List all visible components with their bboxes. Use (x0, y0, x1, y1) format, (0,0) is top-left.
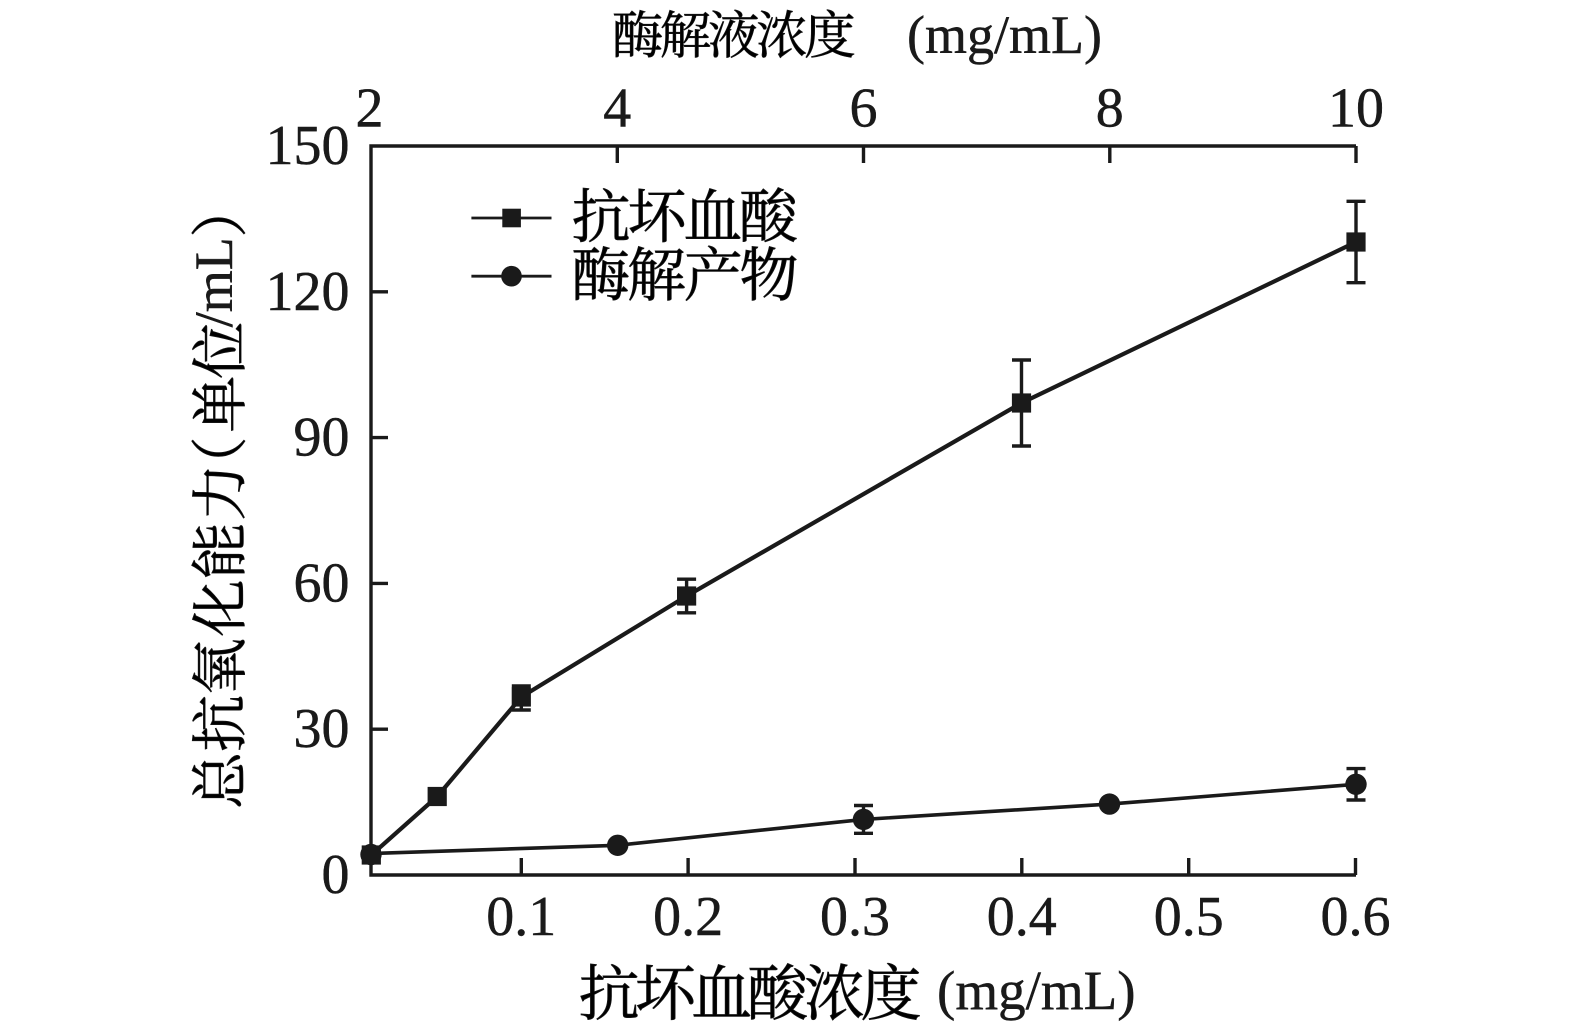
svg-text:(mg/mL): (mg/mL) (907, 5, 1102, 65)
svg-text:120: 120 (266, 261, 350, 323)
svg-text:0.3: 0.3 (820, 886, 890, 948)
svg-text:30: 30 (294, 698, 350, 760)
svg-text:0.2: 0.2 (653, 886, 723, 948)
svg-text:/mL: /mL (184, 237, 244, 327)
svg-text:150: 150 (266, 115, 350, 177)
svg-text:0.1: 0.1 (486, 886, 556, 948)
svg-text:0.6: 0.6 (1321, 886, 1391, 948)
svg-text:8: 8 (1096, 78, 1124, 140)
svg-text:4: 4 (603, 78, 631, 140)
svg-text:0.4: 0.4 (987, 886, 1057, 948)
svg-text:0.5: 0.5 (1154, 886, 1224, 948)
svg-text:90: 90 (294, 407, 350, 469)
svg-text:6: 6 (850, 78, 878, 140)
svg-text:0: 0 (322, 844, 350, 906)
svg-text:2: 2 (356, 78, 384, 140)
svg-text:(mg/mL): (mg/mL) (937, 960, 1136, 1021)
svg-text:10: 10 (1328, 78, 1384, 140)
svg-text:60: 60 (294, 552, 350, 614)
